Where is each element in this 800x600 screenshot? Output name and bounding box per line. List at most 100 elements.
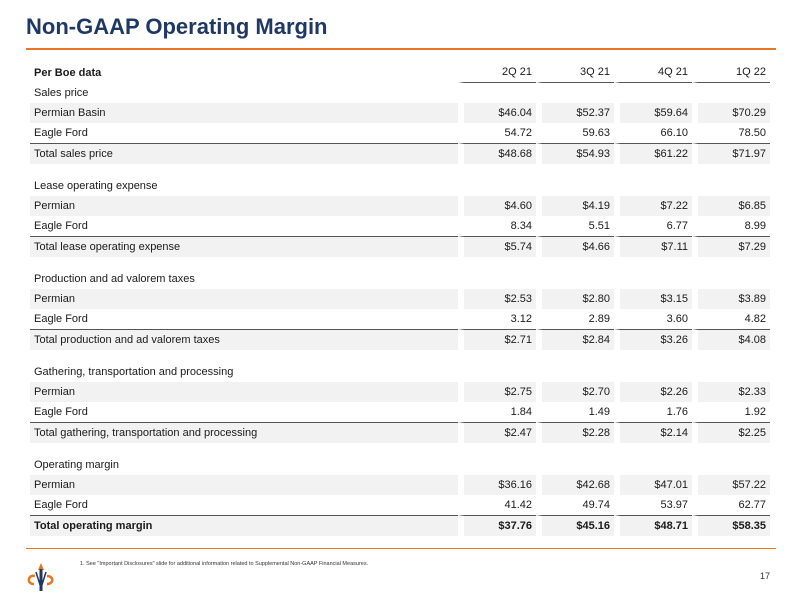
cell-value: $3.89 [692,289,770,309]
cell-value: $3.15 [614,289,692,309]
cell-value: 62.77 [692,495,770,515]
cell-value: $2.53 [458,289,536,309]
quarter-header: 1Q 22 [692,62,770,83]
cell-value: 1.49 [536,402,614,422]
total-value: $61.22 [614,143,692,164]
row-label: Permian Basin [30,103,458,123]
total-row: Total lease operating expense $5.74 $4.6… [30,236,770,257]
cell-value: $57.22 [692,475,770,495]
gap-logo-icon [27,563,54,591]
section-heading: Lease operating expense [34,180,158,192]
cell-value: 54.72 [458,123,536,143]
quarter-header: 4Q 21 [614,62,692,83]
cell-value: 3.60 [614,309,692,329]
cell-value: $36.16 [458,475,536,495]
total-value: $7.29 [692,236,770,257]
cell-value: 49.74 [536,495,614,515]
total-label: Total operating margin [30,515,458,536]
cell-value: 1.92 [692,402,770,422]
total-value: $4.08 [692,329,770,350]
table-row: Permian $36.16 $42.68 $47.01 $57.22 [30,475,770,495]
footer-divider [26,548,776,549]
table-row: Permian $2.53 $2.80 $3.15 $3.89 [30,289,770,309]
title-divider [26,48,776,50]
cell-value: $46.04 [458,103,536,123]
table-row: Permian $2.75 $2.70 $2.26 $2.33 [30,382,770,402]
total-row: Total sales price $48.68 $54.93 $61.22 $… [30,143,770,164]
cell-value: 3.12 [458,309,536,329]
total-label: Total production and ad valorem taxes [30,329,458,350]
spacer-row [30,350,770,362]
row-label: Permian [30,475,458,495]
table-row: Eagle Ford 41.42 49.74 53.97 62.77 [30,495,770,515]
header-label: Per Boe data [34,66,102,79]
table-row: Eagle Ford 8.34 5.51 6.77 8.99 [30,216,770,236]
total-value: $7.11 [614,236,692,257]
cell-value: $70.29 [692,103,770,123]
total-value: $54.93 [536,143,614,164]
cell-value: 5.51 [536,216,614,236]
total-value: $4.66 [536,236,614,257]
total-value: $2.28 [536,422,614,443]
table-header-row: Per Boe data 2Q 21 3Q 21 4Q 21 1Q 22 [30,62,770,83]
cell-value: $52.37 [536,103,614,123]
total-label: Total sales price [30,143,458,164]
total-value: $2.14 [614,422,692,443]
cell-value: 8.99 [692,216,770,236]
row-label: Eagle Ford [34,313,88,325]
row-label: Permian [30,196,458,216]
total-value: $71.97 [692,143,770,164]
cell-value: $2.80 [536,289,614,309]
total-row: Total gathering, transportation and proc… [30,422,770,443]
row-label: Permian [30,289,458,309]
grand-total-row: Total operating margin $37.76 $45.16 $48… [30,515,770,536]
cell-value: 4.82 [692,309,770,329]
cell-value: 2.89 [536,309,614,329]
cell-value: 41.42 [458,495,536,515]
row-label: Eagle Ford [34,499,88,511]
quarter-header: 2Q 21 [458,62,536,83]
section-heading-row: Operating margin [30,455,770,475]
cell-value: 59.63 [536,123,614,143]
quarter-header: 3Q 21 [536,62,614,83]
table-row: Permian Basin $46.04 $52.37 $59.64 $70.2… [30,103,770,123]
total-value: $58.35 [692,515,770,536]
total-value: $5.74 [458,236,536,257]
cell-value: $2.70 [536,382,614,402]
total-value: $2.71 [458,329,536,350]
total-value: $2.47 [458,422,536,443]
total-label: Total gathering, transportation and proc… [30,422,458,443]
cell-value: $59.64 [614,103,692,123]
spacer-row [30,443,770,455]
cell-value: 78.50 [692,123,770,143]
cell-value: $2.75 [458,382,536,402]
cell-value: 8.34 [458,216,536,236]
total-value: $3.26 [614,329,692,350]
cell-value: $7.22 [614,196,692,216]
row-label: Eagle Ford [34,127,88,139]
cell-value: $2.26 [614,382,692,402]
row-label: Permian [30,382,458,402]
page-number: 17 [759,571,770,581]
section-heading-row: Sales price [30,83,770,103]
total-row: Total production and ad valorem taxes $2… [30,329,770,350]
cell-value: 1.76 [614,402,692,422]
spacer-row [30,164,770,176]
spacer-row [30,257,770,269]
cell-value: 6.77 [614,216,692,236]
total-value: $48.68 [458,143,536,164]
cell-value: 66.10 [614,123,692,143]
section-heading-row: Lease operating expense [30,176,770,196]
cell-value: $47.01 [614,475,692,495]
table-row: Eagle Ford 54.72 59.63 66.10 78.50 [30,123,770,143]
footnote: 1. See "Important Disclosures" slide for… [80,561,369,567]
operating-margin-table: Per Boe data 2Q 21 3Q 21 4Q 21 1Q 22 Sal… [30,62,770,536]
section-heading: Operating margin [34,459,119,471]
section-heading-row: Gathering, transportation and processing [30,362,770,382]
total-value: $45.16 [536,515,614,536]
total-value: $2.84 [536,329,614,350]
section-heading: Production and ad valorem taxes [34,273,195,285]
cell-value: $42.68 [536,475,614,495]
section-heading: Gathering, transportation and processing [34,366,234,378]
table-row: Permian $4.60 $4.19 $7.22 $6.85 [30,196,770,216]
